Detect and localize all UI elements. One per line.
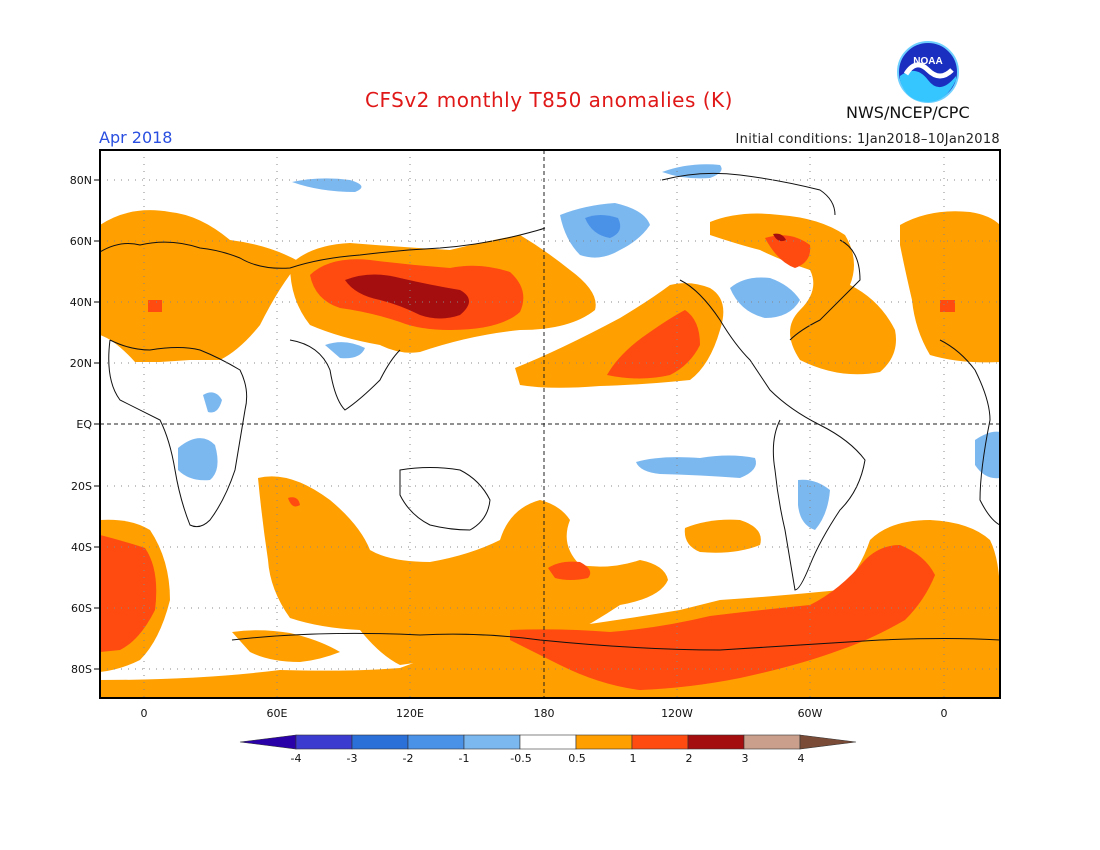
lon-label: 120E <box>396 707 424 720</box>
colorbar-swatch <box>519 734 577 750</box>
colorbar-swatch <box>295 734 353 750</box>
colorbar-label: 0.5 <box>568 752 586 765</box>
lon-label: 60E <box>267 707 288 720</box>
strong-cool-regions <box>585 215 621 238</box>
noaa-logo: NOAA <box>896 40 960 108</box>
lon-label: 180 <box>534 707 555 720</box>
lon-label: 0 <box>141 707 148 720</box>
colorbar-label: -0.5 <box>510 752 531 765</box>
lat-label: 20N <box>70 357 92 370</box>
colorbar-swatch <box>463 734 521 750</box>
forecast-month: Apr 2018 <box>99 128 173 147</box>
map-title: CFSv2 monthly T850 anomalies (K) <box>365 88 733 112</box>
colorbar-swatch <box>239 734 297 750</box>
colorbar-label: 3 <box>742 752 749 765</box>
colorbar-swatch <box>799 734 857 750</box>
anomaly-fields <box>100 150 1000 698</box>
lat-label: 60S <box>71 602 92 615</box>
initial-conditions: Initial conditions: 1Jan2018–10Jan2018 <box>735 132 1000 147</box>
colorbar-label: -3 <box>347 752 358 765</box>
lon-label: 60W <box>798 707 823 720</box>
lat-label: 80S <box>71 663 92 676</box>
colorbar-swatch <box>687 734 745 750</box>
logo-text: NOAA <box>913 56 942 67</box>
colorbar-label: -2 <box>403 752 414 765</box>
colorbar-label: 1 <box>630 752 637 765</box>
lat-label: 40S <box>71 541 92 554</box>
lat-label: 20S <box>71 480 92 493</box>
lat-ticks <box>94 179 100 670</box>
colorbar <box>239 734 857 750</box>
colorbar-swatch <box>351 734 409 750</box>
coastlines <box>100 172 1000 651</box>
colorbar-swatch <box>575 734 633 750</box>
colorbar-label: -1 <box>459 752 470 765</box>
lat-label: EQ <box>76 418 92 431</box>
colorbar-swatch <box>407 734 465 750</box>
colorbar-label: 2 <box>686 752 693 765</box>
colorbar-swatch <box>743 734 801 750</box>
colorbar-label: -4 <box>291 752 302 765</box>
lat-label: 40N <box>70 296 92 309</box>
agency-label: NWS/NCEP/CPC <box>846 103 970 122</box>
colorbar-swatch <box>631 734 689 750</box>
very-strong-warm-regions <box>345 233 786 319</box>
lat-label: 60N <box>70 235 92 248</box>
colorbar-label: 4 <box>798 752 805 765</box>
lat-label: 80N <box>70 174 92 187</box>
lon-label: 120W <box>661 707 693 720</box>
lon-label: 0 <box>941 707 948 720</box>
equator-dateline <box>100 150 1000 698</box>
